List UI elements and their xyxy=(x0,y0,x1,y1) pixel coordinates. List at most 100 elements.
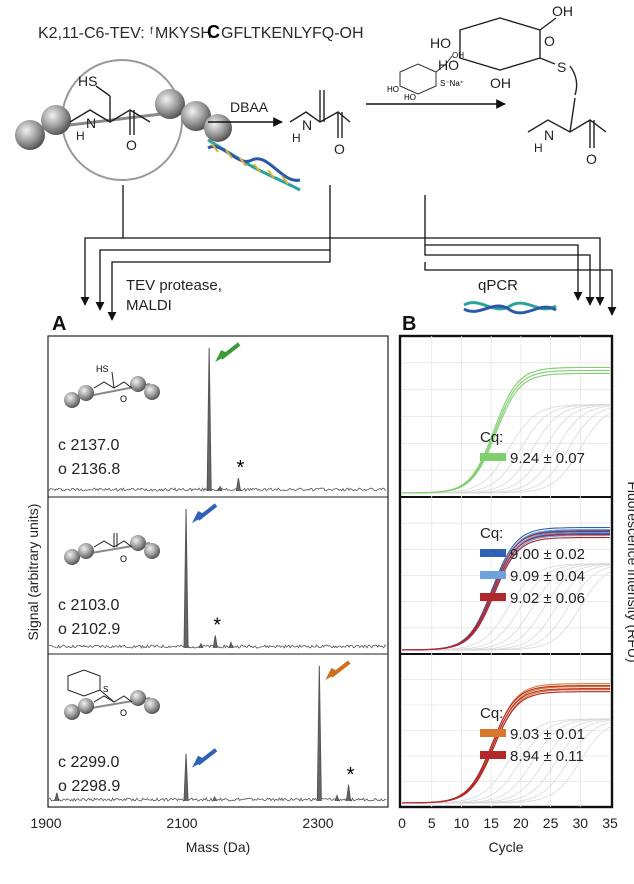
cq-value: 9.03 ± 0.01 xyxy=(510,726,585,743)
impurity-star: * xyxy=(237,457,245,479)
hydroxyl-label: OH xyxy=(452,51,464,60)
oxygen-label: O xyxy=(120,394,127,404)
cycle-tick-label: 10 xyxy=(454,815,470,831)
cq-swatch xyxy=(480,729,506,737)
oxygen-label: O xyxy=(334,141,345,157)
hydroxyl-label: HO xyxy=(387,85,399,94)
thio-sugar-reagent: HO HO OH S⁻Na⁺ xyxy=(387,51,464,102)
impurity-star: * xyxy=(347,764,355,786)
spectrum-peak xyxy=(54,792,60,802)
oxygen-label: O xyxy=(586,151,597,167)
peak-arrow-head xyxy=(192,511,207,523)
tev-label-line2: MALDI xyxy=(126,297,172,314)
cq-swatch xyxy=(480,593,506,601)
peak-arrow-head xyxy=(192,755,207,768)
spectrum-peak xyxy=(316,665,322,802)
sequence-prefix: f xyxy=(150,26,153,37)
spectrum-baseline xyxy=(48,643,387,649)
hydroxyl-label: HO xyxy=(438,57,459,73)
amplification-curve xyxy=(402,366,610,494)
spectrum-baseline xyxy=(48,797,387,802)
spectrum-peak xyxy=(212,635,218,649)
spectrum-baseline xyxy=(48,487,387,492)
reference-curve xyxy=(402,726,611,804)
cq-value: 9.02 ± 0.06 xyxy=(510,590,585,607)
nitrogen-label: N xyxy=(86,115,96,131)
cq-value: 8.94 ± 0.11 xyxy=(510,748,584,765)
spectrum-peak xyxy=(198,642,204,649)
cycle-tick-label: 5 xyxy=(428,815,436,831)
spectrum-peak xyxy=(228,640,234,649)
reference-curve xyxy=(402,412,611,494)
peak-arrow-head xyxy=(325,668,340,680)
oxygen-label: O xyxy=(120,708,127,718)
construct-name: K2,11-C6-TEV: xyxy=(38,25,145,42)
cycle-tick-label: 25 xyxy=(543,815,559,831)
spectrum-peak xyxy=(206,347,212,492)
mass-spectra: * * * xyxy=(48,342,387,802)
spectrum-peak xyxy=(334,794,340,802)
hydrogen-label: H xyxy=(534,141,543,155)
oxygen-label: O xyxy=(120,554,127,564)
calc-mass-label: c 2299.0 xyxy=(58,754,119,771)
qpcr-subplot xyxy=(401,654,611,807)
spectrum-peak xyxy=(212,795,218,802)
obs-mass-label: o 2102.9 xyxy=(58,621,120,638)
calc-mass-label: c 2137.0 xyxy=(58,437,119,454)
cq-swatch xyxy=(480,571,506,579)
cq-swatch xyxy=(480,751,506,759)
impurity-star: * xyxy=(213,614,221,636)
panel-a: * * * 1900 2100 2300 Mass (Da) Signal (arb… xyxy=(25,335,389,855)
sulfur-label: S xyxy=(103,685,108,694)
bead-icon xyxy=(181,101,211,131)
hydroxyl-label: OH xyxy=(490,75,511,91)
thiol-label: HS xyxy=(96,364,109,374)
cycle-tick-label: 0 xyxy=(398,815,406,831)
hydroxyl-label: OH xyxy=(552,3,573,19)
bead-icon xyxy=(15,120,45,150)
panel-b: Cycle Fluorescence intensity (RFU) 0 5 10 1… xyxy=(398,334,634,855)
bead-icon xyxy=(41,105,71,135)
amplification-curve xyxy=(401,691,610,804)
fluorescence-axis-label: Fluorescence intensity (RFU) xyxy=(625,481,634,662)
cycle-axis-label: Cycle xyxy=(488,839,523,855)
dehydroalanine-peptide-icon: O xyxy=(64,533,160,565)
obs-mass-label: o 2136.8 xyxy=(58,461,120,478)
thiol-label: HS xyxy=(78,73,97,89)
routing-lines xyxy=(80,185,617,321)
sequence-after: GFLTKENLYFQ-OH xyxy=(221,25,364,42)
nitrogen-label: N xyxy=(544,127,554,143)
mass-spectrum: * xyxy=(48,342,387,492)
spectrum-peak xyxy=(183,753,189,802)
calc-mass-label: c 2103.0 xyxy=(58,597,119,614)
signal-axis-label: Signal (arbitrary units) xyxy=(25,504,41,641)
cq-value: 9.24 ± 0.07 xyxy=(510,450,585,467)
oxygen-label: O xyxy=(126,137,137,153)
glyco-peptide-icon: S O xyxy=(64,669,160,720)
reference-curve xyxy=(402,571,611,651)
cq-value: 9.09 ± 0.04 xyxy=(510,568,585,585)
bead-icon xyxy=(204,114,232,142)
oxygen-label: O xyxy=(544,33,555,49)
sequence-before: MKYSH xyxy=(155,25,212,42)
cycle-ticks: 0 5 10 15 20 25 30 35 xyxy=(398,815,618,831)
amplification-curve xyxy=(401,372,610,494)
mass-spectrum: * xyxy=(48,660,387,802)
hydroxyl-label: HO xyxy=(430,35,451,51)
spectrum-peak xyxy=(235,478,241,492)
cycle-tick-label: 20 xyxy=(513,815,529,831)
spectrum-peak xyxy=(183,508,189,649)
obs-mass-label: o 2298.9 xyxy=(58,778,120,795)
amplification-curve xyxy=(402,685,610,804)
spectrum-peak xyxy=(346,784,352,802)
amplification-curve xyxy=(401,689,610,804)
cq-title: Cq: xyxy=(480,705,503,722)
panel-b-letter: B xyxy=(402,313,416,335)
mass-axis-label: Mass (Da) xyxy=(186,839,251,855)
cycle-tick-label: 35 xyxy=(602,815,618,831)
mass-tick-label: 2300 xyxy=(302,815,333,831)
qpcr-subplot xyxy=(401,336,611,497)
thiolate-label: S⁻Na⁺ xyxy=(440,79,464,88)
amplification-curve xyxy=(402,683,610,804)
hydroxyl-label: HO xyxy=(404,93,416,102)
